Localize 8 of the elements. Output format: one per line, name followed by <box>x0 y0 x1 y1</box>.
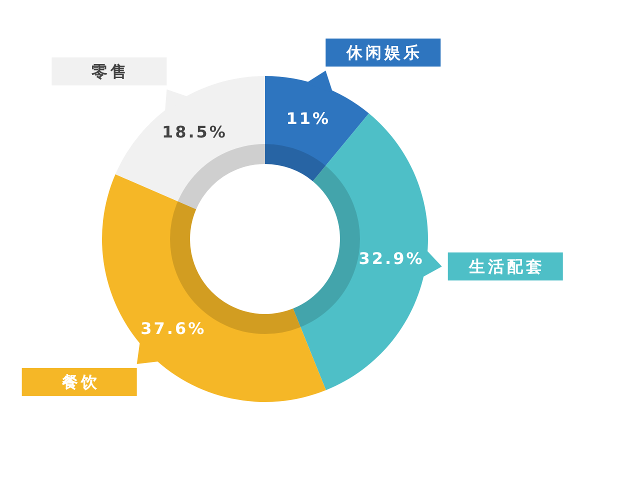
data-label: 18.5% <box>162 122 228 142</box>
data-label: 37.6% <box>140 318 206 338</box>
data-label: 11% <box>286 109 331 128</box>
data-label: 32.9% <box>358 249 424 268</box>
legend-label: 生活配套 <box>468 256 545 276</box>
slice-label: 零售 <box>90 62 130 81</box>
slice-label: 休闲娱乐 <box>346 43 423 62</box>
slice-label: 餐饮 <box>60 372 100 392</box>
